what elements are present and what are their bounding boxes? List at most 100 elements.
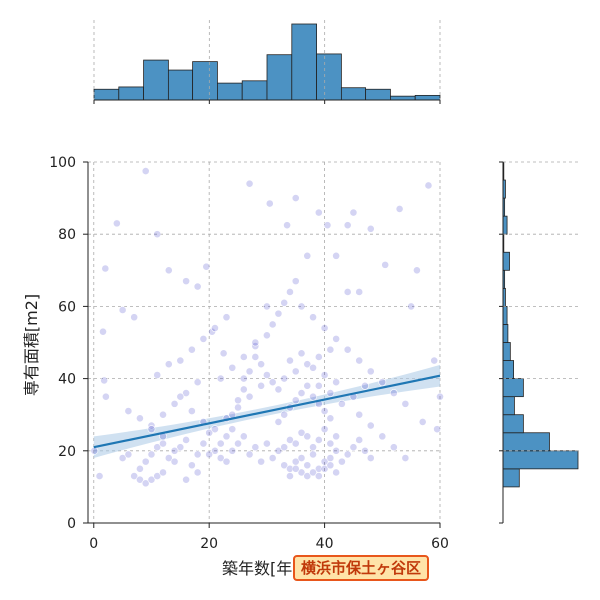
scatter-point (239, 385, 248, 394)
scatter-point (262, 331, 271, 340)
y-tick-label: 0 (67, 516, 76, 532)
marginal-y-histogram (499, 161, 579, 524)
scatter-point (205, 428, 214, 437)
scatter-point (101, 264, 110, 273)
scatter-point (153, 443, 162, 452)
scatter-point (136, 464, 144, 473)
scatter-point (187, 461, 196, 470)
y-tick-label: 60 (58, 299, 76, 315)
scatter-point (141, 457, 150, 466)
scatter-point (280, 410, 289, 419)
scatter-points (90, 167, 444, 488)
y-tick: 100 (49, 155, 88, 171)
y-tick: 80 (58, 227, 88, 243)
scatter-point (320, 407, 329, 415)
y-hist-bar (502, 251, 510, 271)
scatter-point (297, 428, 306, 437)
scatter-point (170, 446, 179, 455)
y-hist-bar (502, 450, 579, 470)
scatter-point (228, 363, 237, 372)
scatter-point (164, 360, 173, 369)
scatter-point (283, 221, 291, 230)
scatter-point (245, 367, 254, 376)
scatter-point (147, 425, 156, 434)
scatter-point (170, 399, 179, 408)
scatter-point (99, 327, 107, 336)
scatter-point (303, 432, 312, 441)
y-hist-bar (502, 468, 520, 488)
scatter-point (343, 221, 352, 230)
x-tick-label: 20 (200, 536, 218, 552)
scatter-point (193, 282, 202, 291)
scatter-point (366, 454, 375, 462)
scatter-point (170, 457, 179, 466)
scatter-point (366, 367, 375, 376)
regression-line-path (93, 374, 441, 449)
scatter-point (159, 410, 167, 419)
scatter-point (303, 251, 312, 260)
scatter-point (153, 230, 162, 239)
scatter-point (239, 374, 248, 383)
y-hist-bar (502, 342, 511, 361)
y-tick: 60 (58, 299, 88, 315)
scatter-point (297, 389, 306, 397)
scatter-point (262, 371, 271, 379)
scatter-point (433, 425, 442, 434)
scatter-point (222, 432, 231, 441)
x-hist-bar (143, 59, 169, 101)
scatter-point (297, 349, 306, 358)
scatter-point (332, 378, 341, 387)
scatter-point (332, 468, 341, 477)
scatter-point (332, 432, 341, 441)
scatter-point (100, 376, 109, 385)
scatter-point (176, 443, 185, 452)
scatter-point (159, 468, 167, 477)
x-tick: 40 (316, 523, 334, 552)
scatter-point (320, 324, 329, 332)
y-hist-bar (502, 305, 508, 325)
scatter-point (349, 208, 358, 217)
scatter-point (274, 309, 283, 318)
scatter-point (141, 479, 150, 488)
scatter-point (257, 360, 266, 369)
scatter-point (245, 179, 254, 188)
scatter-point (257, 457, 266, 466)
scatter-point (187, 407, 196, 415)
scatter-point (401, 454, 410, 462)
marginal-x-histogram (93, 20, 441, 104)
scatter-point (147, 475, 156, 484)
scatter-point (378, 378, 387, 387)
scatter-point (193, 378, 202, 387)
scatter-point (130, 472, 139, 480)
scatter-point (309, 450, 317, 459)
x-hist-bar (316, 53, 342, 101)
scatter-point (323, 221, 332, 230)
scatter-point (361, 381, 369, 390)
scatter-point (303, 381, 312, 390)
scatter-point (95, 472, 104, 480)
scatter-point (245, 392, 254, 401)
x-tick: 20 (200, 523, 218, 552)
scatter-point (291, 464, 300, 473)
x-hist-bar (217, 82, 243, 101)
scatter-point (332, 446, 341, 455)
x-hist-bar (390, 95, 416, 101)
scatter-point (239, 432, 248, 441)
scatter-point (251, 353, 260, 361)
scatter-point (332, 251, 341, 260)
y-tick-label: 100 (49, 155, 76, 171)
scatter-point (349, 443, 358, 452)
scatter-point (297, 468, 306, 477)
x-hist-bar (266, 54, 293, 101)
x-hist-bar (365, 88, 391, 101)
scatter-point (286, 356, 294, 365)
scatter-point (326, 461, 335, 470)
y-axis-label: 専有面積[m2] (22, 294, 41, 396)
x-hist-bar (241, 80, 268, 101)
scatter-point (251, 338, 260, 347)
scatter-point (303, 461, 312, 470)
scatter-point (257, 381, 266, 390)
scatter-point (401, 399, 410, 408)
